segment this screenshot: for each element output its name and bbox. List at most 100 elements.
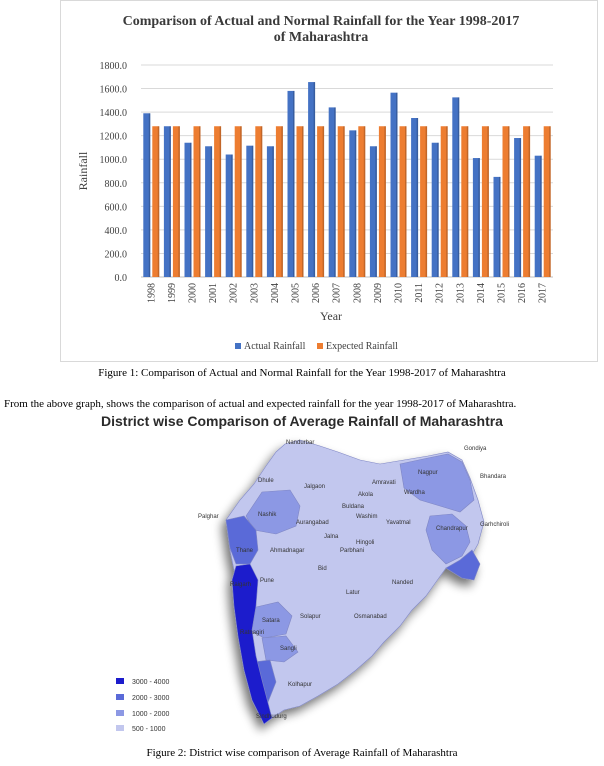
map-legend-label-2: 2000 - 3000 [132, 695, 169, 702]
bar-shade [528, 126, 531, 277]
bar-actual-2013 [452, 97, 460, 277]
bar-expected-2011 [420, 126, 428, 277]
x-axis-label: Year [320, 309, 342, 323]
x-tick-label-2002: 2002 [229, 283, 240, 303]
y-tick-label: 1000.0 [100, 155, 128, 166]
bar-actual-1999 [163, 126, 171, 277]
x-tick-label-2014: 2014 [476, 283, 487, 303]
bar-shade [457, 97, 460, 277]
map-legend: 3000 - 4000 2000 - 3000 1000 - 2000 500 … [116, 678, 169, 733]
bar-shade [405, 126, 407, 277]
bar-shade [293, 90, 295, 278]
label-yavatmal: Yavatmal [386, 520, 411, 526]
x-tick-label-2005: 2005 [291, 283, 302, 303]
x-tick-label-2003: 2003 [249, 283, 260, 303]
bar-shade [210, 146, 213, 277]
bar-shade [487, 126, 489, 277]
y-axis-label: Rainfall [76, 151, 90, 190]
bar-shade [260, 126, 263, 277]
x-tick-label-2016: 2016 [517, 283, 528, 303]
map-legend-swatch-2 [116, 694, 124, 700]
label-nagpur: Nagpur [418, 470, 438, 476]
bar-expected-2017 [543, 126, 551, 277]
bar-shade [251, 145, 254, 277]
legend-label-actual: Actual Rainfall [244, 341, 306, 352]
bar-shade [375, 146, 377, 277]
label-jalna: Jalna [324, 534, 339, 540]
bar-actual-2001 [205, 146, 213, 277]
label-hingoli: Hingoli [356, 540, 374, 546]
y-tick-label: 600.0 [105, 202, 128, 213]
bar-expected-2003 [255, 126, 263, 277]
bar-shade [148, 113, 151, 278]
bar-actual-2015 [493, 176, 501, 277]
bar-expected-2006 [317, 126, 325, 277]
x-tick-label-2007: 2007 [332, 283, 343, 303]
bar-expected-1999 [172, 126, 180, 277]
district-palghar-thane [225, 515, 259, 565]
bar-shade [499, 176, 501, 277]
bar-shade [343, 126, 345, 277]
label-wardha: Wardha [404, 490, 425, 496]
bar-shade [478, 158, 480, 277]
bar-actual-2003 [246, 145, 254, 277]
x-tick-label-1999: 1999 [167, 283, 178, 303]
label-dhule: Dhule [258, 478, 274, 484]
x-tick-label-2004: 2004 [270, 283, 281, 303]
bar-shade [508, 126, 510, 277]
district-nagpur-region [399, 453, 475, 513]
x-tick-label-2009: 2009 [373, 283, 384, 303]
figure-1-caption: Figure 1: Comparison of Actual and Norma… [98, 367, 506, 379]
label-bhandara: Bhandara [480, 474, 507, 480]
label-nandurbar: Nandurbar [286, 440, 314, 446]
chart-legend: Actual Rainfall Expected Rainfall [235, 341, 398, 352]
bar-expected-2001 [214, 126, 222, 277]
legend-swatch-expected [317, 343, 323, 349]
map-legend-swatch-3 [116, 710, 124, 716]
bar-actual-2009 [369, 146, 377, 277]
x-tick-label-2012: 2012 [435, 283, 446, 303]
label-buldana: Buldana [342, 504, 365, 510]
bar-shade [519, 138, 522, 277]
x-tick-label-2000: 2000 [188, 283, 199, 303]
y-tick-label: 1400.0 [100, 108, 128, 119]
bar-actual-2000 [184, 142, 192, 277]
body-paragraph: From the above graph, shows the comparis… [4, 398, 517, 410]
y-axis-ticks: 0.0 200.0 400.0 600.0 800.0 1000.0 1200.0 1400.… [100, 61, 128, 284]
bar-shade [425, 126, 428, 277]
x-tick-label-2010: 2010 [394, 283, 405, 303]
bar-actual-2005 [287, 90, 295, 278]
map-legend-swatch-4 [116, 725, 124, 731]
bar-shade [322, 126, 325, 277]
label-palghar: Palghar [198, 514, 219, 520]
bar-actual-2016 [514, 138, 522, 277]
bar-shade [313, 82, 316, 277]
bar-actual-2002 [225, 154, 233, 277]
bar-shade [437, 142, 439, 277]
bar-shade [240, 126, 242, 277]
bar-shade [466, 126, 469, 277]
label-latur: Latur [346, 590, 360, 596]
legend-swatch-actual [235, 343, 241, 349]
bar-shade [416, 118, 419, 277]
bar-actual-2012 [431, 142, 439, 277]
x-tick-label-2008: 2008 [352, 283, 363, 303]
bar-shade [446, 126, 448, 277]
label-washim: Washim [356, 514, 377, 520]
x-tick-label-2011: 2011 [414, 283, 425, 303]
y-tick-label: 400.0 [105, 226, 128, 237]
rainfall-bar-chart: Comparison of Actual and Normal Rainfall… [76, 14, 553, 352]
bar-expected-2014 [481, 126, 489, 277]
bar-expected-2008 [358, 126, 366, 277]
bar-shade [157, 126, 160, 277]
bar-actual-2011 [411, 118, 419, 277]
bar-actual-2006 [308, 82, 316, 277]
x-tick-label-1998: 1998 [146, 283, 157, 303]
figure-2-caption: Figure 2: District wise comparison of Av… [146, 747, 458, 759]
bar-actual-2010 [390, 92, 398, 277]
chart-title-line-2: of Maharashtra [274, 30, 369, 45]
bar-actual-2017 [534, 155, 542, 277]
bar-expected-2004 [275, 126, 283, 277]
bar-expected-2005 [296, 126, 304, 277]
y-tick-label: 1200.0 [100, 132, 128, 143]
